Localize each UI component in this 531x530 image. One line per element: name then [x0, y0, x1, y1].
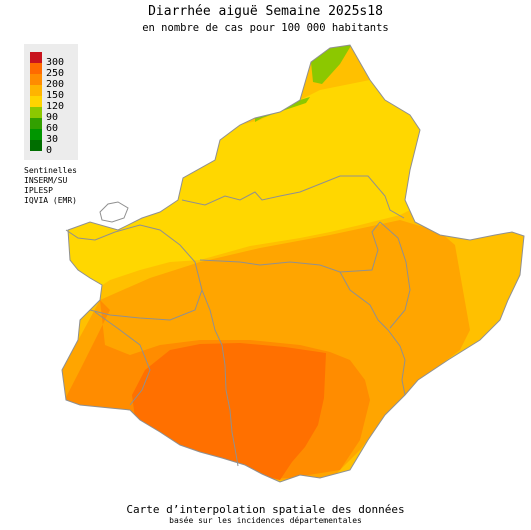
legend-swatch-60	[30, 118, 42, 129]
legend: 300 250 200 150 120 90 60 30 0	[24, 44, 78, 160]
legend-label-250: 250	[46, 68, 65, 79]
source-iplesp: IPLESP	[24, 186, 53, 195]
sources-block: Sentinelles INSERM/SU IPLESP IQVIA (EMR)	[24, 166, 77, 206]
border-bdr-west	[94, 311, 151, 406]
footer-caption: Carte d’interpolation spatiale des donné…	[126, 503, 405, 516]
legend-label-0: 0	[46, 145, 53, 156]
source-inserm: INSERM/SU	[24, 176, 68, 185]
source-sentinelles: Sentinelles	[24, 166, 77, 175]
legend-swatch-30	[30, 129, 42, 140]
enclave-outline	[99, 201, 129, 223]
map-subtitle: en nombre de cas pour 100 000 habitants	[142, 22, 389, 34]
legend-label-90: 90	[46, 112, 59, 123]
legend-label-120: 120	[46, 101, 65, 112]
zone-yellow-north	[62, 80, 430, 300]
source-iqvia: IQVIA (EMR)	[24, 196, 77, 205]
border-alpes-hautes	[181, 175, 405, 219]
legend-swatch-90	[30, 107, 42, 118]
legend-label-200: 200	[46, 79, 65, 90]
legend-label-300: 300	[46, 57, 65, 68]
legend-swatch-250	[30, 63, 42, 74]
legend-swatch-150	[30, 85, 42, 96]
legend-swatch-120	[30, 96, 42, 107]
department-borders	[61, 44, 525, 483]
footer-subcaption: basée sur les incidences départementales	[169, 516, 362, 525]
legend-label-150: 150	[46, 90, 65, 101]
border-alpes-maritimes	[379, 221, 411, 329]
legend-swatch-0	[30, 140, 42, 151]
border-var-east	[339, 271, 406, 396]
legend-swatch-200	[30, 74, 42, 85]
border-var-alpes	[199, 221, 381, 273]
legend-label-60: 60	[46, 123, 59, 134]
legend-label-30: 30	[46, 134, 59, 145]
legend-swatch-300	[30, 52, 42, 63]
border-bouches-var	[201, 289, 239, 467]
map-title: Diarrhée aiguë Semaine 2025s18	[148, 4, 383, 19]
border-vaucluse	[65, 224, 203, 321]
